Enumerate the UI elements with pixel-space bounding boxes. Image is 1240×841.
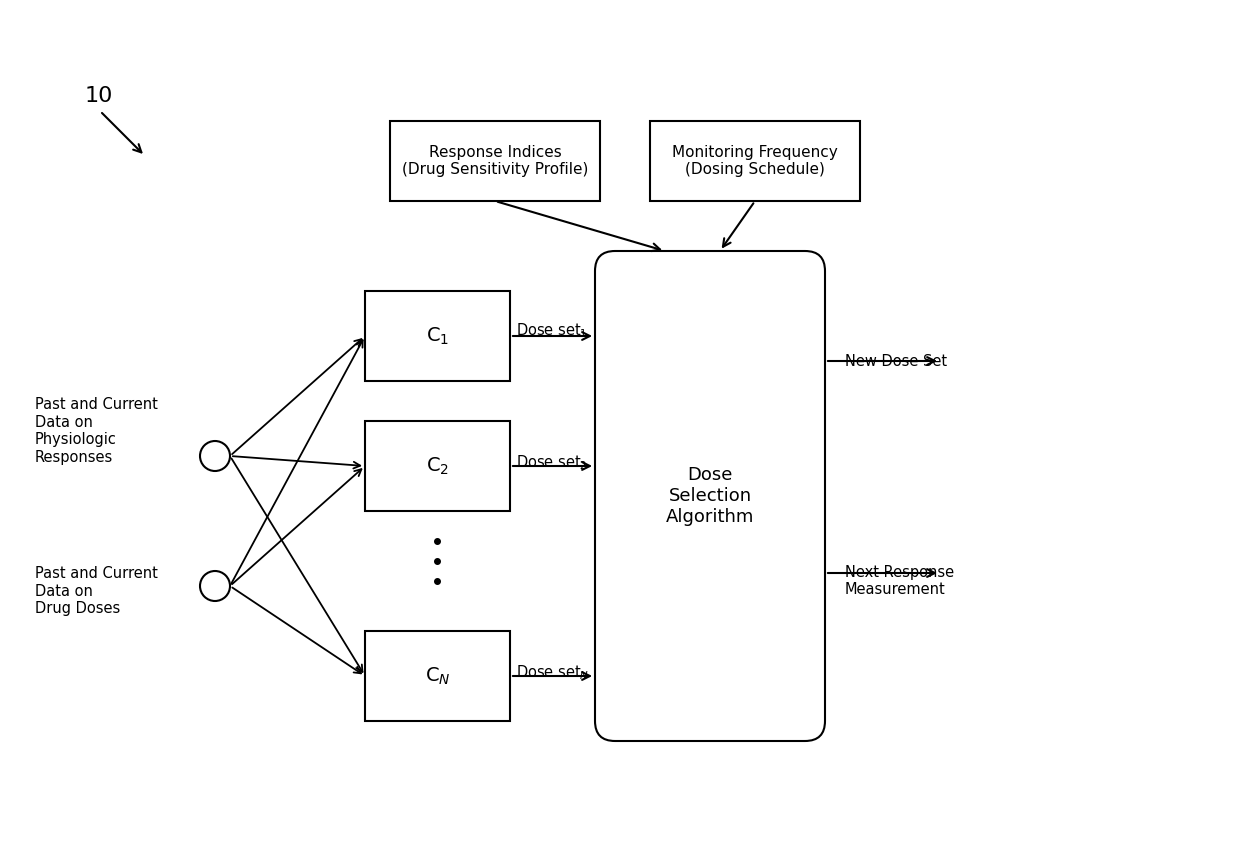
Bar bbox=[365, 631, 510, 721]
FancyBboxPatch shape bbox=[595, 251, 825, 741]
Text: 10: 10 bbox=[86, 86, 113, 106]
Text: Dose set$_2$: Dose set$_2$ bbox=[516, 453, 588, 473]
Text: C$_N$: C$_N$ bbox=[424, 665, 450, 686]
Circle shape bbox=[200, 571, 229, 601]
Circle shape bbox=[200, 441, 229, 471]
Text: Response Indices
(Drug Sensitivity Profile): Response Indices (Drug Sensitivity Profi… bbox=[402, 145, 588, 177]
Text: C$_1$: C$_1$ bbox=[425, 325, 449, 346]
Text: Dose set$_1$: Dose set$_1$ bbox=[516, 321, 588, 341]
Bar bbox=[391, 121, 600, 201]
Text: Next Response
Measurement: Next Response Measurement bbox=[844, 565, 954, 597]
Text: Past and Current
Data on
Physiologic
Responses: Past and Current Data on Physiologic Res… bbox=[35, 398, 157, 464]
Bar bbox=[365, 291, 510, 381]
Text: C$_2$: C$_2$ bbox=[427, 455, 449, 477]
Text: Dose
Selection
Algorithm: Dose Selection Algorithm bbox=[666, 466, 754, 526]
Text: New Dose Set: New Dose Set bbox=[844, 353, 947, 368]
Text: Past and Current
Data on
Drug Doses: Past and Current Data on Drug Doses bbox=[35, 566, 157, 616]
Bar bbox=[650, 121, 861, 201]
Bar bbox=[365, 421, 510, 511]
Text: Monitoring Frequency
(Dosing Schedule): Monitoring Frequency (Dosing Schedule) bbox=[672, 145, 838, 177]
Text: Dose set$_N$: Dose set$_N$ bbox=[516, 664, 589, 682]
